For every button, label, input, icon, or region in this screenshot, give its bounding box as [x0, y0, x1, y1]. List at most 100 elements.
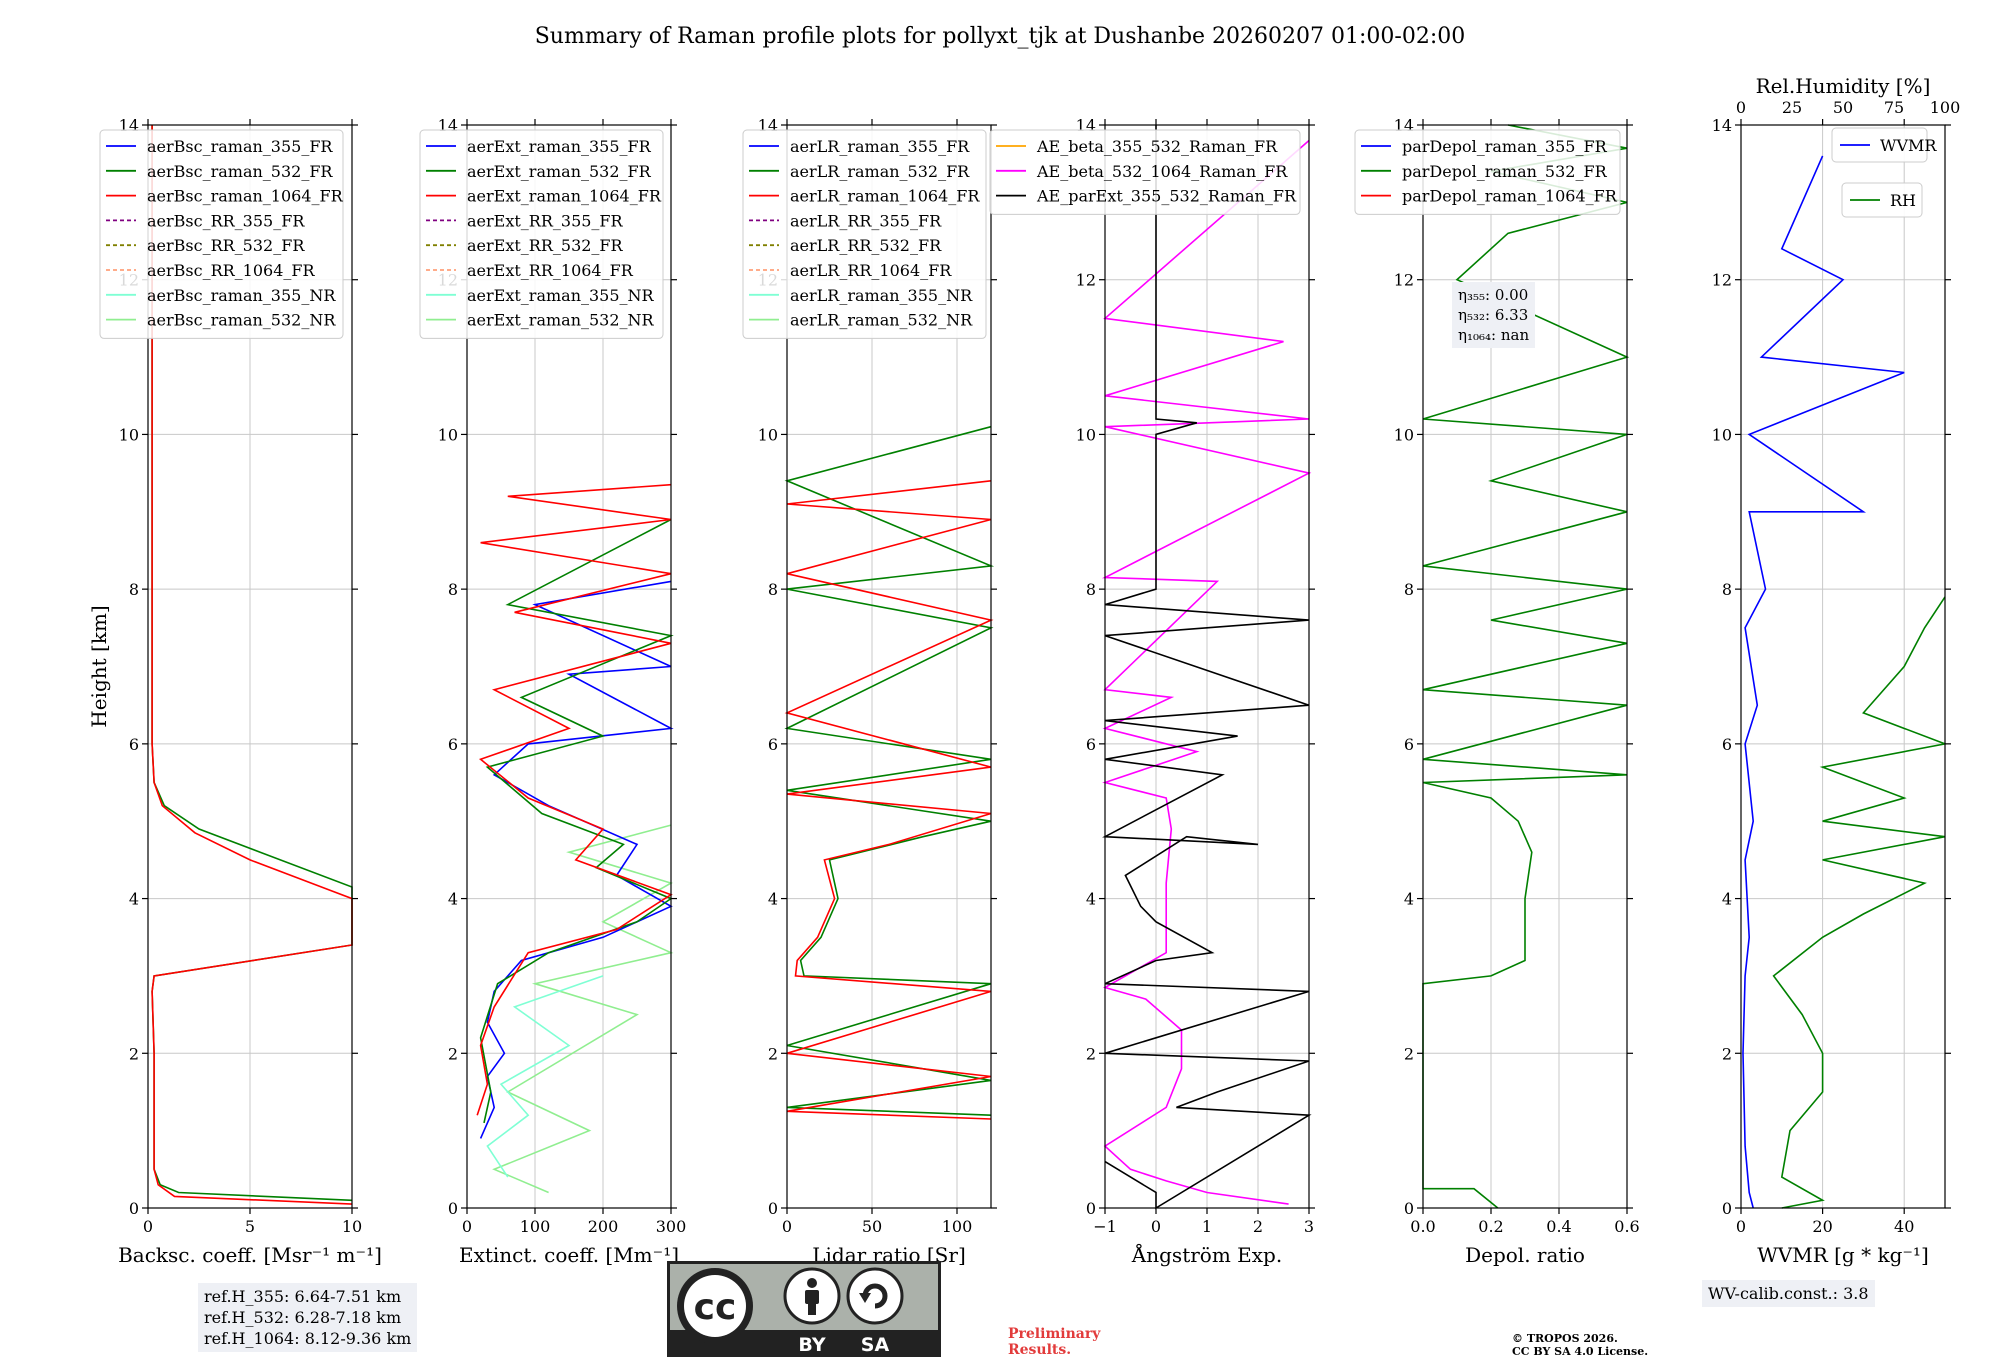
bsc-ytick-label: 4: [129, 890, 139, 909]
depol-xtick-label: 0.4: [1546, 1217, 1571, 1236]
depol-legend-label: parDepol_raman_1064_FR: [1402, 187, 1618, 206]
lr-ytick-label: 10: [758, 425, 778, 444]
ext-legend-box: [419, 129, 664, 339]
cc-circle-inner: [684, 1275, 746, 1337]
ref-height-532: ref.H_532: 6.28-7.18 km: [204, 1308, 402, 1327]
sa-label: SA: [861, 1334, 890, 1356]
wv-ytick-label: 6: [1722, 735, 1732, 754]
ae-xtick-label: 2: [1253, 1217, 1263, 1236]
lr-ytick-label: 8: [768, 580, 778, 599]
eta-1064: η₁₀₆₄: nan: [1458, 326, 1530, 344]
ext-xtick-label: 0: [462, 1217, 472, 1236]
ext-legend-label: aerExt_RR_532_FR: [467, 236, 624, 255]
wv-calib-const: WV-calib.const.: 3.8: [1708, 1284, 1869, 1303]
wv-calib-box: WV-calib.const.: 3.8: [1702, 1280, 1875, 1307]
wv-legend-label: RH: [1890, 191, 1916, 210]
ae-xtick-label: 3: [1304, 1217, 1314, 1236]
bsc-legend-label: aerBsc_RR_355_FR: [147, 211, 305, 230]
bsc-legend-label: aerBsc_raman_355_NR: [147, 286, 336, 305]
ext-axes-frame: [466, 124, 672, 1209]
depol-ytick-label: 10: [1394, 425, 1414, 444]
wv-xtick2-label: 100: [1930, 98, 1961, 117]
ext-series-aerExt_raman_532_FR: [479, 518, 674, 1124]
lr-xtick-label: 100: [942, 1217, 973, 1236]
eta-box: η₃₅₅: 0.00 η₅₃₂: 6.33 η₁₀₆₄: nan: [1452, 282, 1536, 348]
ext-legend-label: aerExt_raman_1064_FR: [467, 187, 662, 206]
ext-xtick-label: 200: [588, 1217, 619, 1236]
ae-legend-label: AE_beta_532_1064_Raman_FR: [1036, 162, 1288, 181]
bsc-ytick-label: 6: [129, 735, 139, 754]
lr-ytick-label: 2: [768, 1044, 778, 1063]
by-icon-body: [805, 1290, 819, 1304]
ae-legend-label: AE_parExt_355_532_Raman_FR: [1036, 187, 1297, 206]
depol-ytick-label: 12: [1394, 271, 1414, 290]
ae-legend-label: AE_beta_355_532_Raman_FR: [1036, 137, 1278, 156]
bsc-legend-label: aerBsc_raman_532_FR: [147, 162, 333, 181]
copyright-line-2: CC BY SA 4.0 License.: [1512, 1345, 1649, 1358]
depol-ytick-label: 4: [1404, 890, 1414, 909]
lr-axes-frame: [786, 124, 992, 1209]
ae-ytick-label: 10: [1076, 425, 1096, 444]
eta-355: η₃₅₅: 0.00: [1458, 286, 1529, 304]
ext-series-aerExt_raman_532_NR: [492, 824, 674, 1194]
ae-series-AE_beta_532_1064_Raman_FR: [1101, 139, 1312, 1205]
preliminary-line-1: Preliminary: [1008, 1326, 1101, 1342]
depol-series-parDepol_raman_532_FR: [1422, 124, 1630, 1209]
wv-xtick2-label: 0: [1736, 98, 1746, 117]
by-icon-head: [807, 1278, 817, 1288]
ae-xtick-label: 1: [1202, 1217, 1212, 1236]
wv-xtick-label: 0: [1736, 1217, 1746, 1236]
lr-legend-label: aerLR_raman_532_FR: [790, 162, 970, 181]
ref-height-1064: ref.H_1064: 8.12-9.36 km: [204, 1329, 412, 1348]
by-label: BY: [798, 1334, 825, 1356]
ae-ytick-label: 6: [1086, 735, 1096, 754]
wv-series-WVMR: [1742, 155, 1905, 1209]
copyright-line-1: © TROPOS 2026.: [1512, 1332, 1618, 1345]
copyright-note: © TROPOS 2026. CC BY SA 4.0 License.: [1512, 1332, 1648, 1358]
bsc-ytick-label: 2: [129, 1044, 139, 1063]
bsc-legend-label: aerBsc_raman_355_FR: [147, 137, 333, 156]
lr-ytick-label: 6: [768, 735, 778, 754]
wv-xlabel: WVMR [g * kg⁻¹]: [1757, 1243, 1929, 1267]
lr-legend-label: aerLR_raman_355_FR: [790, 137, 970, 156]
wv-ytick-label: 0: [1722, 1199, 1732, 1218]
bsc-ytick-label: 10: [119, 425, 139, 444]
ext-xlabel: Extinct. coeff. [Mm⁻¹]: [459, 1243, 679, 1267]
depol-xtick-label: 0.0: [1410, 1217, 1435, 1236]
depol-xtick-label: 0.6: [1614, 1217, 1639, 1236]
sa-icon: [846, 1267, 904, 1325]
wv-xtick-label: 40: [1894, 1217, 1914, 1236]
wv-ytick-label: 12: [1712, 271, 1732, 290]
wv-xtick2-label: 75: [1884, 98, 1904, 117]
depol-axes-frame: [1422, 124, 1628, 1209]
preliminary-line-2: Results.: [1008, 1342, 1072, 1358]
ext-legend-label: aerExt_raman_355_FR: [467, 137, 652, 156]
ext-xtick-label: 300: [656, 1217, 687, 1236]
ae-xtick-label: −1: [1093, 1217, 1117, 1236]
ext-legend-label: aerExt_raman_532_FR: [467, 162, 652, 181]
cc-license-badge[interactable]: cc BY SA: [667, 1261, 941, 1361]
lr-legend-label: aerLR_raman_532_NR: [790, 311, 973, 330]
wv-ytick-label: 4: [1722, 890, 1732, 909]
bsc-legend-box: [99, 129, 344, 339]
bsc-ytick-label: 8: [129, 580, 139, 599]
sa-icon-arrow: [862, 1283, 888, 1309]
ext-legend-label: aerExt_RR_355_FR: [467, 211, 624, 230]
bsc-xlabel: Backsc. coeff. [Msr⁻¹ m⁻¹]: [118, 1243, 382, 1267]
ext-series-aerExt_raman_355_NR: [486, 975, 604, 1178]
depol-ytick-label: 6: [1404, 735, 1414, 754]
depol-legend-label: parDepol_raman_532_FR: [1402, 162, 1608, 181]
depol-ytick-label: 0: [1404, 1199, 1414, 1218]
ae-ytick-label: 8: [1086, 580, 1096, 599]
depol-legend-label: parDepol_raman_355_FR: [1402, 137, 1608, 156]
bsc-legend-label: aerBsc_raman_532_NR: [147, 311, 336, 330]
ext-ytick-label: 6: [448, 735, 458, 754]
lr-ytick-label: 4: [768, 890, 778, 909]
lr-ytick-label: 0: [768, 1199, 778, 1218]
ae-ytick-label: 0: [1086, 1199, 1096, 1218]
wv-axes-frame: [1740, 124, 1946, 1209]
wv-xtick2-label: 50: [1833, 98, 1853, 117]
depol-legend-box: [1354, 129, 1621, 215]
wv-series-RH: [1772, 596, 1948, 1209]
ext-legend-label: aerExt_RR_1064_FR: [467, 261, 634, 280]
